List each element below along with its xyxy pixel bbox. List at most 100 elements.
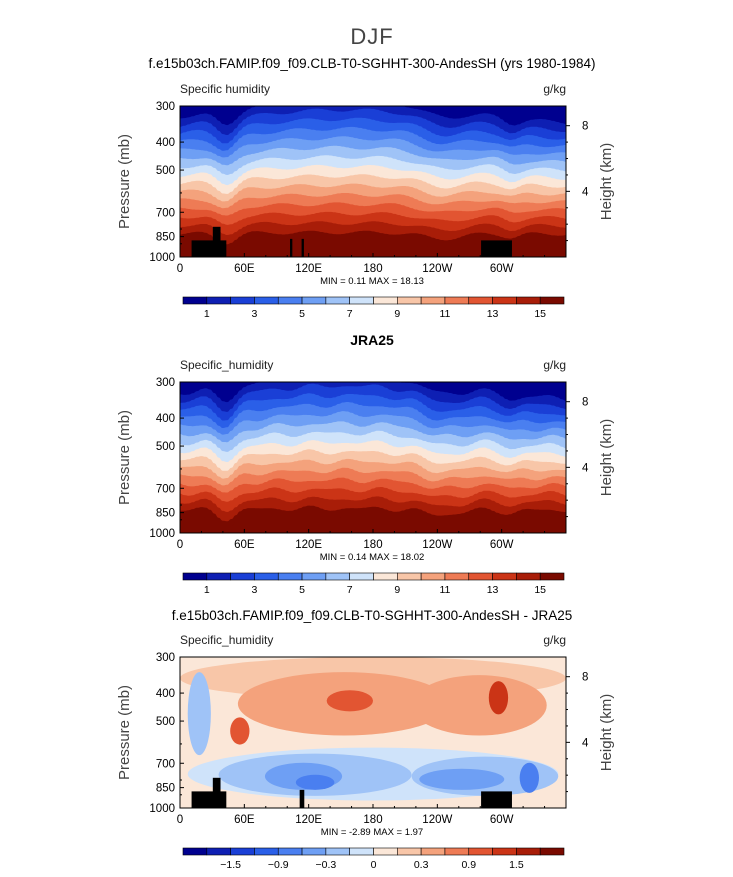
colorbar: −1.5 −0.9 −0.3 0 0.3 0.9 1.5 [182, 847, 565, 871]
colorbar-swatch [254, 572, 279, 581]
contour-field [180, 106, 566, 257]
colorbar-swatch [420, 572, 446, 581]
contour-blob-11 [295, 774, 335, 790]
colorbar-swatch [468, 572, 493, 581]
y-tick-label: 400 [156, 137, 175, 149]
y-tick-label: 500 [156, 441, 175, 453]
colorbar-swatch [182, 296, 208, 305]
colorbar-swatch [444, 847, 470, 856]
y2-axis-label: Height (km) [598, 143, 615, 221]
colorbar-label: 0.9 [461, 859, 476, 871]
colorbar-swatch [206, 572, 231, 581]
colorbar-swatch [182, 572, 208, 581]
colorbar-label: 5 [299, 584, 305, 596]
colorbar-swatch [373, 296, 398, 305]
y2-tick-label: 8 [582, 397, 588, 409]
x-tick-label: 120E [295, 539, 322, 551]
contour-field [180, 382, 566, 533]
colorbar-label: 15 [534, 584, 546, 596]
colorbar-label: −0.9 [268, 859, 289, 871]
min-max-stats: MIN = -2.89 MAX = 1.97 [321, 827, 423, 838]
colorbar-swatch [397, 296, 422, 305]
colorbar-swatch [539, 847, 565, 856]
contour-blob-12 [519, 762, 539, 793]
contour-blob-5 [230, 717, 250, 745]
topography-mask [191, 777, 512, 808]
colorbar-swatch [349, 847, 374, 856]
y2-tick-label: 8 [582, 121, 588, 133]
min-max-stats: MIN = 0.14 MAX = 18.02 [320, 552, 425, 563]
chart-title: JRA25 [350, 332, 394, 348]
colorbar-swatch [516, 572, 541, 581]
colorbar-swatch [277, 296, 303, 305]
variable-label: Specific_humidity [180, 358, 273, 372]
colorbar-swatch [277, 847, 303, 856]
colorbar-swatch [516, 296, 541, 305]
colorbar: 1 3 5 7 9 11 13 15 [182, 296, 565, 320]
colorbar-swatch [349, 296, 374, 305]
colorbar-swatch [230, 296, 255, 305]
colorbar-swatch [301, 296, 327, 305]
colorbar-label: 7 [347, 308, 353, 320]
x-tick-label: 120W [422, 539, 452, 551]
y2-tick-label: 4 [582, 737, 589, 749]
x-tick-label: 120E [295, 263, 322, 275]
colorbar-swatch [516, 847, 541, 856]
topography-mask [191, 226, 512, 257]
x-tick-label: 120W [422, 263, 452, 275]
y-tick-label: 300 [156, 101, 175, 113]
colorbar-swatch [492, 572, 517, 581]
x-tick-label: 60E [234, 814, 255, 826]
contour-blob-13 [187, 672, 211, 756]
y-tick-label: 1000 [149, 252, 175, 264]
colorbar-swatch [444, 572, 470, 581]
colorbar-swatch [492, 847, 517, 856]
chart-title: f.e15b03ch.FAMIP.f09_f09.CLB-T0-SGHHT-30… [172, 608, 572, 623]
colorbar-swatch [420, 847, 446, 856]
chart-panel-3: f.e15b03ch.FAMIP.f09_f09.CLB-T0-SGHHT-30… [116, 608, 615, 871]
colorbar-label: 11 [439, 584, 450, 596]
colorbar-label: −1.5 [220, 859, 241, 871]
colorbar-label: 13 [487, 584, 499, 596]
chart-panel-1: f.e15b03ch.FAMIP.f09_f09.CLB-T0-SGHHT-30… [116, 56, 615, 320]
x-tick-label: 60W [490, 814, 514, 826]
variable-label: Specific_humidity [180, 633, 273, 647]
colorbar-swatch [325, 296, 350, 305]
y2-axis-label: Height (km) [598, 419, 615, 497]
colorbar-label: 3 [252, 584, 258, 596]
colorbar-swatch [373, 572, 398, 581]
y2-tick-label: 4 [582, 186, 589, 198]
units-label: g/kg [543, 82, 566, 96]
colorbar-swatch [492, 296, 517, 305]
colorbar-swatch [397, 572, 422, 581]
colorbar-label: 3 [252, 308, 258, 320]
colorbar-swatch [230, 572, 255, 581]
x-tick-label: 0 [177, 263, 183, 275]
y-tick-label: 700 [156, 483, 175, 495]
y-axis-label: Pressure (mb) [116, 134, 133, 229]
colorbar-swatch [254, 296, 279, 305]
colorbar-swatch [325, 847, 350, 856]
colorbar-swatch [373, 847, 398, 856]
colorbar-swatch [444, 296, 470, 305]
colorbar-label: 11 [439, 308, 450, 320]
figure-title: DJF [350, 24, 393, 49]
y-tick-label: 500 [156, 165, 175, 177]
colorbar-swatch [468, 296, 493, 305]
colorbar-label: 1 [204, 584, 210, 596]
contour-field [180, 657, 566, 808]
units-label: g/kg [543, 633, 566, 647]
colorbar-swatch [301, 572, 327, 581]
colorbar-swatch [539, 572, 565, 581]
x-tick-label: 180 [363, 539, 382, 551]
colorbar-label: 0.3 [414, 859, 429, 871]
colorbar-label: 9 [394, 308, 400, 320]
contour-blob-10 [419, 768, 505, 790]
y2-axis-label: Height (km) [598, 694, 615, 772]
contour-blob-3 [326, 690, 373, 712]
colorbar-swatch [301, 847, 327, 856]
y-tick-label: 400 [156, 413, 175, 425]
colorbar-label: 13 [487, 308, 499, 320]
y2-tick-label: 4 [582, 462, 589, 474]
min-max-stats: MIN = 0.11 MAX = 18.13 [320, 276, 424, 287]
